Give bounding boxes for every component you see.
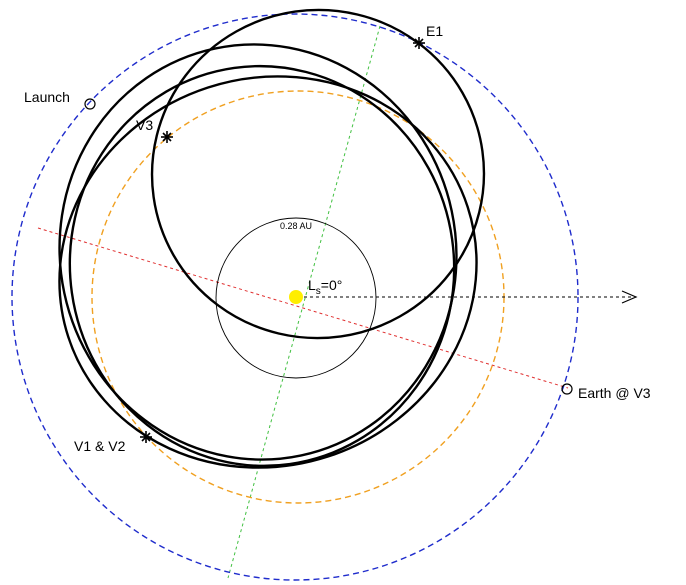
earth-v3-label: Earth @ V3 xyxy=(578,385,651,401)
v1v2-asterisk-icon xyxy=(140,431,152,443)
e1-label: E1 xyxy=(426,23,443,39)
v3-label: V3 xyxy=(136,117,153,133)
launch-marker-icon xyxy=(84,98,96,110)
ls-label: Ls=0° xyxy=(308,277,342,297)
trajectory xyxy=(58,8,486,469)
radius-circle xyxy=(215,217,377,379)
trajectory-loop-3 xyxy=(58,75,478,469)
e1-asterisk-icon xyxy=(413,37,425,49)
v1v2-label: V1 & V2 xyxy=(74,438,126,454)
earth-orbit xyxy=(11,13,579,581)
trajectory-loop-2 xyxy=(68,64,456,468)
earth-v3-marker-icon xyxy=(561,383,573,395)
arrowhead-icon xyxy=(621,290,638,304)
radius-label: 0.28 AU xyxy=(280,221,312,231)
launch-label: Launch xyxy=(24,89,70,105)
apsidal-line xyxy=(37,227,569,389)
v3-asterisk-icon xyxy=(161,131,173,143)
trajectory-loop-inner xyxy=(150,8,486,340)
trajectory-loop-1 xyxy=(58,43,458,461)
node-line xyxy=(227,25,381,579)
sun-icon xyxy=(289,290,303,304)
